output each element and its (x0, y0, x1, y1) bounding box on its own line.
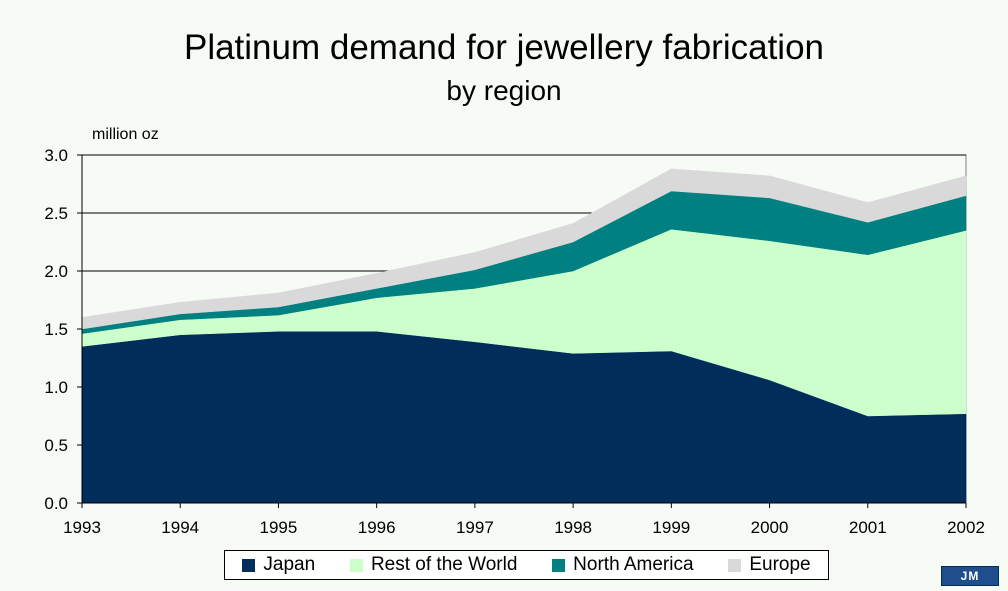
y-tick-label: 1.0 (44, 378, 68, 397)
legend-item-europe: Europe (728, 554, 811, 576)
x-tick-label: 1998 (554, 518, 592, 537)
x-tick-label: 1999 (652, 518, 690, 537)
y-tick-label: 2.0 (44, 262, 68, 281)
x-tick-label: 1996 (358, 518, 396, 537)
legend-label: North America (573, 554, 694, 575)
legend-item-rest-of-the-world: Rest of the World (349, 554, 518, 576)
chart-title: Platinum demand for jewellery fabricatio… (183, 28, 825, 67)
legend-label: Japan (263, 554, 316, 575)
x-tick-label: 1993 (63, 518, 101, 537)
x-tick-label: 2002 (947, 518, 985, 537)
legend-label: Europe (749, 554, 811, 575)
y-tick-label: 2.5 (44, 204, 68, 223)
legend-swatch (349, 558, 363, 572)
legend-item-japan: Japan (242, 554, 315, 576)
legend-label: Rest of the World (370, 554, 518, 575)
y-tick-label: 0.0 (44, 494, 68, 513)
plot-layer: 0.0 0.5 1.0 1.5 2.0 2.5 3.0 1993 1994 1995 1996 199… (44, 146, 985, 537)
x-tick-label: 1995 (260, 518, 298, 537)
series-area-europe (81, 168, 967, 330)
y-tick-label: 0.5 (44, 436, 68, 455)
legend-swatch (242, 558, 256, 572)
chart-subtitle: by region (446, 75, 562, 106)
legend: Japan Rest of the World North America Europ… (224, 550, 829, 580)
y-axis-unit-label: million oz (92, 126, 159, 143)
legend-item-north-america: North America (552, 554, 694, 576)
x-tick-label: 1994 (161, 518, 199, 537)
y-tick-label: 3.0 (44, 146, 68, 165)
x-tick-label: 1997 (456, 518, 494, 537)
logo-text: JM (960, 569, 980, 583)
jm-logo: JM (941, 566, 999, 586)
x-tick-label: 2000 (751, 518, 789, 537)
legend-swatch (552, 558, 566, 572)
x-tick-label: 2001 (849, 518, 887, 537)
legend-swatch (728, 558, 742, 572)
y-tick-label: 1.5 (44, 320, 68, 339)
